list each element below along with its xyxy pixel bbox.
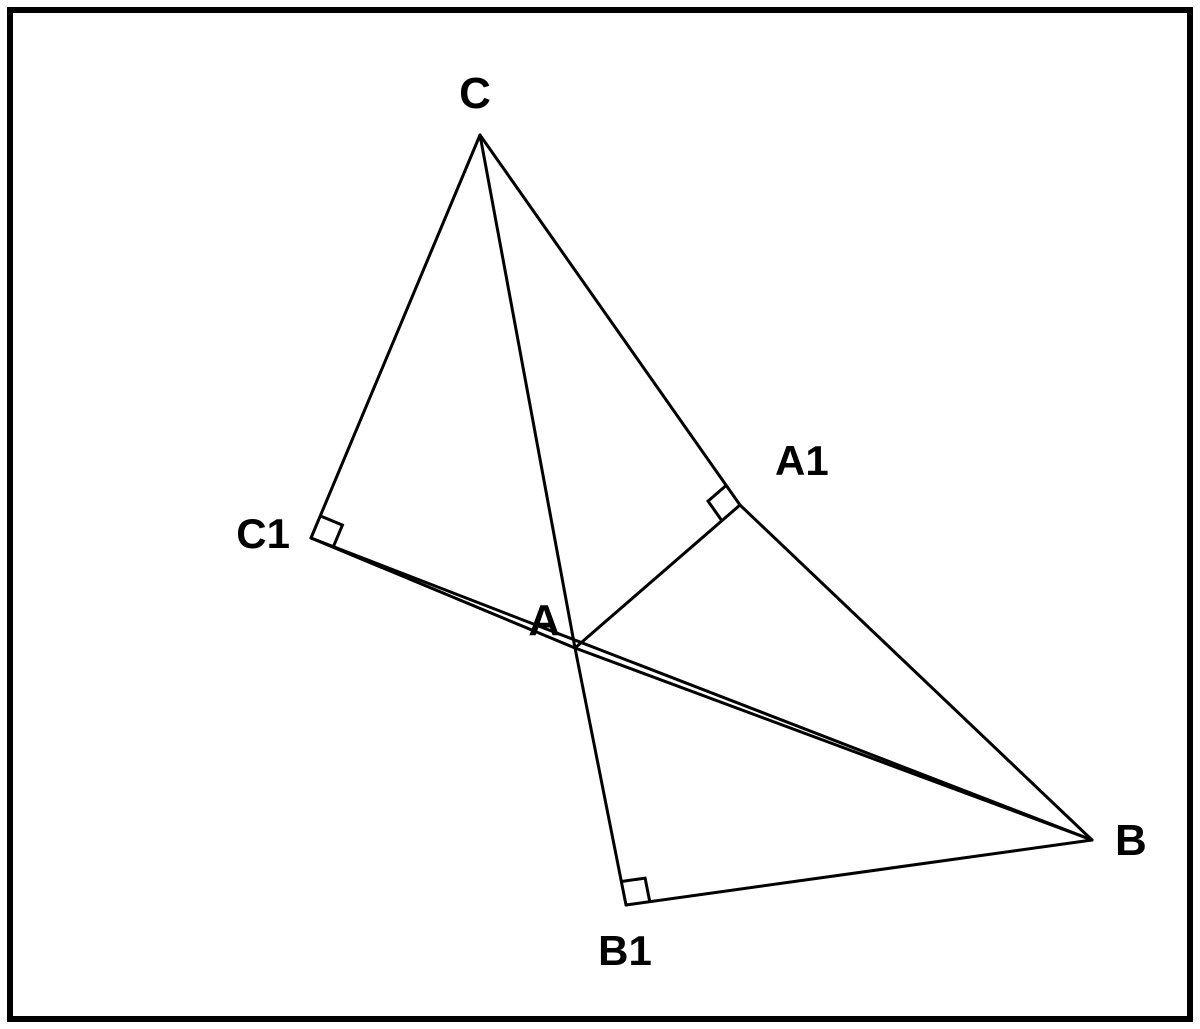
label-A: A	[528, 596, 560, 645]
frame-border	[10, 10, 1190, 1019]
label-B1: B1	[598, 927, 652, 974]
label-A1: A1	[775, 437, 829, 484]
geometry-diagram: C A1 C1 A B B1	[0, 0, 1200, 1029]
label-C1: C1	[236, 510, 290, 557]
label-C: C	[459, 69, 491, 118]
label-B: B	[1115, 816, 1147, 865]
